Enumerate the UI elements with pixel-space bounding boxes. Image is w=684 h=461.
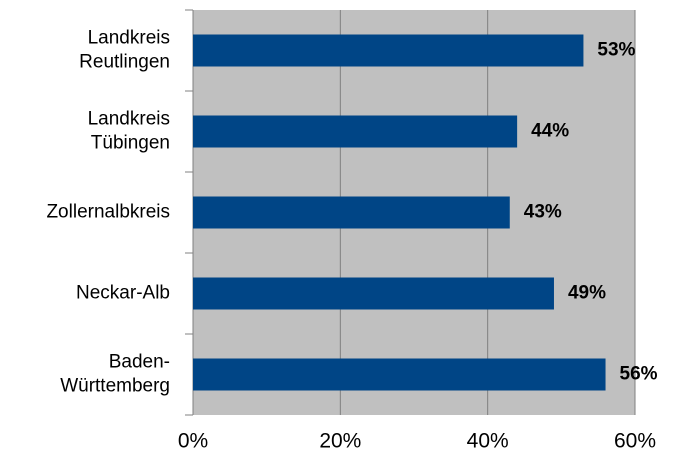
data-label: 49% [568, 283, 606, 304]
x-tick-label: 0% [178, 430, 208, 453]
data-label: 53% [597, 40, 635, 61]
data-label: 43% [524, 202, 562, 223]
y-tick-label: Neckar-Alb [76, 283, 170, 304]
x-tick-label: 60% [614, 430, 656, 453]
y-tick-label: Zollernalbkreis [46, 202, 170, 223]
y-tick-label: Baden-Württemberg [60, 352, 170, 397]
y-tick-label: Landkreis Reutlingen [79, 28, 170, 73]
y-tick-label: Landkreis Tübingen [88, 109, 170, 154]
bar [193, 358, 606, 391]
bar [193, 115, 518, 148]
bar [193, 196, 510, 229]
x-tick-label: 40% [467, 430, 509, 453]
data-label: 56% [620, 364, 658, 385]
data-label: 44% [531, 121, 569, 142]
bar [193, 277, 554, 310]
bar [193, 34, 584, 67]
x-tick-label: 20% [319, 430, 361, 453]
